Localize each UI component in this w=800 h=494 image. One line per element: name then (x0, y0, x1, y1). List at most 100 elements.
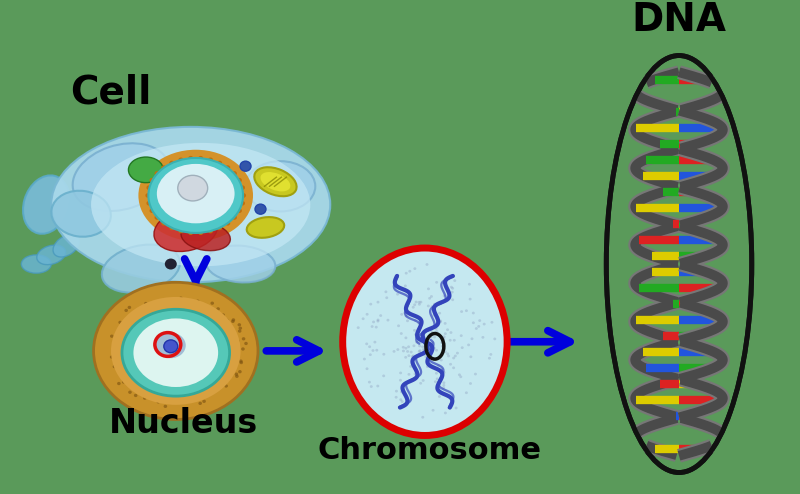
Circle shape (162, 379, 165, 381)
Circle shape (110, 355, 114, 359)
Circle shape (140, 391, 144, 394)
Circle shape (435, 330, 438, 333)
Circle shape (200, 387, 204, 390)
Circle shape (394, 396, 398, 399)
Circle shape (231, 320, 234, 323)
Circle shape (227, 336, 231, 340)
Circle shape (426, 339, 430, 342)
Circle shape (190, 343, 192, 346)
Ellipse shape (606, 55, 752, 472)
Ellipse shape (181, 222, 230, 250)
Circle shape (418, 303, 421, 306)
Circle shape (433, 303, 436, 305)
Circle shape (225, 319, 229, 322)
Circle shape (232, 215, 237, 220)
Ellipse shape (91, 143, 310, 266)
Circle shape (226, 360, 230, 363)
Circle shape (188, 230, 194, 235)
Circle shape (400, 332, 402, 335)
Circle shape (444, 350, 446, 353)
Circle shape (182, 392, 185, 395)
Circle shape (442, 386, 445, 389)
Circle shape (118, 348, 122, 352)
Circle shape (232, 171, 237, 176)
Circle shape (224, 384, 228, 388)
Ellipse shape (178, 175, 208, 201)
Circle shape (414, 267, 416, 270)
Circle shape (399, 371, 402, 374)
Circle shape (442, 335, 446, 338)
Circle shape (494, 337, 496, 340)
Circle shape (426, 365, 429, 368)
Circle shape (171, 347, 174, 349)
Circle shape (230, 357, 234, 361)
Circle shape (162, 383, 165, 386)
Circle shape (238, 323, 241, 327)
Circle shape (192, 332, 194, 334)
Circle shape (164, 340, 178, 353)
Ellipse shape (94, 282, 258, 419)
Circle shape (128, 380, 131, 383)
Circle shape (424, 329, 427, 331)
Circle shape (165, 339, 167, 342)
Circle shape (180, 361, 183, 364)
Circle shape (396, 348, 399, 351)
Circle shape (376, 385, 379, 387)
Circle shape (171, 352, 174, 355)
Circle shape (238, 327, 242, 330)
Circle shape (190, 383, 193, 385)
Circle shape (142, 317, 146, 321)
Circle shape (144, 311, 148, 314)
Circle shape (421, 341, 423, 344)
Circle shape (453, 339, 456, 342)
Circle shape (400, 391, 403, 393)
Circle shape (157, 311, 161, 314)
Circle shape (465, 391, 468, 394)
Circle shape (382, 353, 386, 356)
Circle shape (459, 375, 462, 378)
Circle shape (170, 298, 174, 301)
Circle shape (181, 349, 183, 352)
Circle shape (163, 344, 166, 347)
Ellipse shape (254, 167, 297, 196)
Circle shape (222, 366, 225, 369)
Ellipse shape (53, 235, 79, 257)
Circle shape (167, 324, 170, 327)
Circle shape (417, 337, 419, 340)
Ellipse shape (51, 127, 330, 282)
Ellipse shape (261, 172, 290, 191)
Circle shape (217, 226, 222, 230)
Circle shape (435, 349, 438, 352)
Circle shape (134, 376, 137, 379)
Circle shape (134, 394, 138, 397)
Text: Cell: Cell (70, 73, 152, 111)
Circle shape (454, 355, 457, 357)
Circle shape (399, 398, 402, 401)
Circle shape (146, 325, 149, 328)
Circle shape (435, 372, 438, 374)
Circle shape (222, 380, 225, 383)
Circle shape (431, 341, 434, 344)
Circle shape (150, 208, 154, 213)
Circle shape (406, 320, 409, 322)
Circle shape (206, 379, 210, 382)
Circle shape (422, 336, 425, 339)
Circle shape (194, 333, 196, 335)
Circle shape (422, 379, 425, 382)
Circle shape (371, 349, 374, 352)
Circle shape (460, 334, 462, 337)
Circle shape (434, 327, 438, 330)
Circle shape (185, 377, 187, 379)
Circle shape (226, 165, 230, 170)
Circle shape (452, 357, 455, 360)
Circle shape (426, 263, 429, 266)
Circle shape (363, 358, 366, 361)
Circle shape (124, 331, 127, 334)
Circle shape (175, 349, 178, 352)
Circle shape (122, 380, 126, 384)
Circle shape (198, 402, 202, 405)
Circle shape (199, 395, 202, 398)
Circle shape (178, 361, 181, 364)
Circle shape (411, 358, 414, 361)
Circle shape (154, 215, 159, 220)
